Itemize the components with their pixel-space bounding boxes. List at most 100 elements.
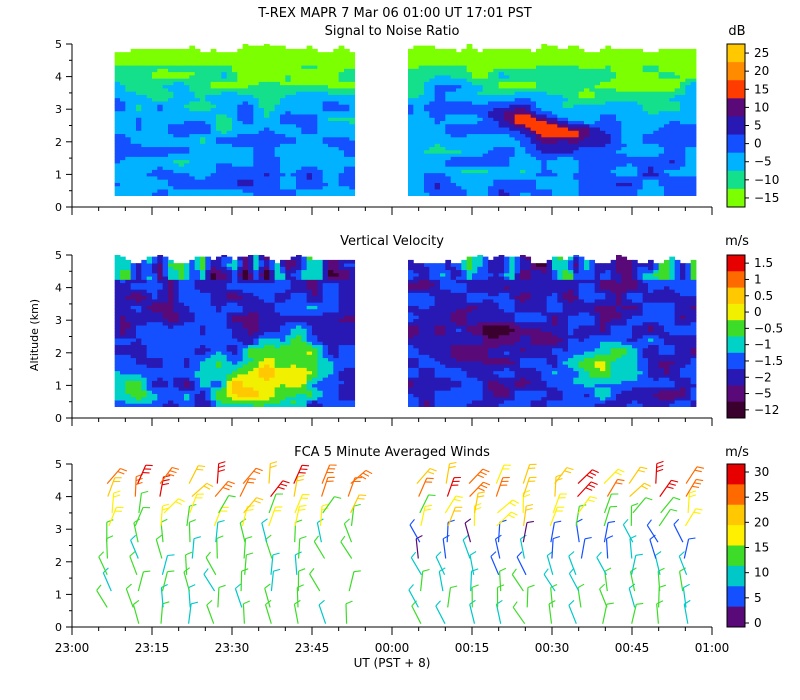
snr-cell <box>680 88 686 92</box>
snr-cell <box>232 117 238 122</box>
snr-cell <box>600 68 606 73</box>
snr-cell <box>242 185 249 190</box>
snr-cell <box>664 117 670 122</box>
vv-cell <box>125 357 132 362</box>
snr-cell <box>546 153 553 157</box>
snr-cell <box>482 192 489 196</box>
snr-cell <box>664 159 670 164</box>
snr-cell <box>189 166 196 170</box>
snr-cell <box>317 153 324 157</box>
vv-cell <box>125 299 132 303</box>
snr-cell <box>194 74 201 79</box>
snr-cell <box>130 182 137 187</box>
vv-cell <box>136 334 142 339</box>
snr-cell <box>344 189 350 193</box>
snr-cell <box>562 71 569 76</box>
snr-cell <box>264 44 270 47</box>
snr-cell <box>280 97 286 102</box>
snr-cell <box>456 107 462 112</box>
snr-cell <box>669 91 676 95</box>
snr-cell <box>632 114 638 118</box>
snr-cell <box>194 143 201 148</box>
vv-cell <box>130 367 137 372</box>
snr-cell <box>253 130 260 135</box>
snr-cell <box>301 68 308 73</box>
snr-cell <box>253 146 260 151</box>
snr-cell <box>120 84 126 89</box>
vv-cell <box>136 360 142 365</box>
snr-cell <box>664 78 670 82</box>
snr-cell <box>525 88 532 92</box>
snr-cell <box>237 55 244 60</box>
snr-cell <box>221 189 228 193</box>
snr-cell <box>589 143 596 148</box>
snr-cell <box>562 104 569 108</box>
snr-cell <box>685 81 692 86</box>
snr-cell <box>285 91 292 95</box>
snr-cell <box>584 84 590 89</box>
snr-cell <box>418 45 425 50</box>
vv-cell <box>146 360 153 365</box>
snr-cell <box>290 159 297 164</box>
snr-cell <box>605 71 612 76</box>
snr-cell <box>248 176 254 180</box>
snr-cell <box>338 58 345 63</box>
snr-cell <box>317 58 324 63</box>
snr-cell <box>146 65 153 69</box>
vv-cell <box>114 354 121 359</box>
snr-cell <box>626 107 633 112</box>
snr-cell <box>152 176 158 180</box>
snr-cell <box>530 176 537 180</box>
vv-cell <box>136 338 142 342</box>
snr-cell <box>450 130 457 135</box>
vv-cell <box>152 341 158 346</box>
snr-cell <box>189 189 196 193</box>
snr-cell <box>504 189 510 193</box>
snr-cell <box>472 97 478 102</box>
snr-cell <box>301 136 308 141</box>
snr-cell <box>664 101 670 105</box>
snr-cell <box>669 149 676 154</box>
snr-cell <box>413 136 420 141</box>
snr-cell <box>594 88 601 92</box>
snr-cell <box>584 172 590 177</box>
snr-cell <box>408 120 414 125</box>
vv-cell <box>157 344 164 349</box>
snr-cell <box>125 65 132 69</box>
vv-cell <box>157 400 164 404</box>
snr-cell <box>194 140 201 144</box>
snr-cell <box>280 192 286 196</box>
snr-cell <box>322 91 329 95</box>
snr-cell <box>653 97 660 102</box>
vv-cell <box>125 338 132 342</box>
snr-cell <box>525 166 532 170</box>
vv-cell <box>136 302 142 306</box>
vv-cell <box>120 282 126 287</box>
snr-cell <box>242 68 249 73</box>
snr-cell <box>562 78 569 82</box>
snr-cell <box>472 78 478 82</box>
snr-cell <box>424 68 430 73</box>
vv-cell <box>130 285 137 290</box>
snr-cell <box>253 78 260 82</box>
snr-cell <box>237 169 244 174</box>
snr-cell <box>482 130 489 135</box>
vv-cell <box>146 354 153 359</box>
snr-cell <box>189 185 196 190</box>
snr-cell <box>584 88 590 92</box>
snr-cell <box>589 166 596 170</box>
snr-cell <box>226 189 233 193</box>
snr-cell <box>648 78 654 82</box>
snr-cell <box>429 107 436 112</box>
snr-cell <box>466 133 473 138</box>
snr-cell <box>557 101 564 105</box>
snr-cell <box>338 91 345 95</box>
snr-cell <box>466 81 473 86</box>
snr-cell <box>594 97 601 102</box>
snr-cell <box>296 140 302 144</box>
snr-cell <box>205 104 212 108</box>
snr-cell <box>322 74 329 79</box>
snr-cell <box>285 176 292 180</box>
vv-cell <box>157 377 164 381</box>
snr-cell <box>552 146 558 151</box>
